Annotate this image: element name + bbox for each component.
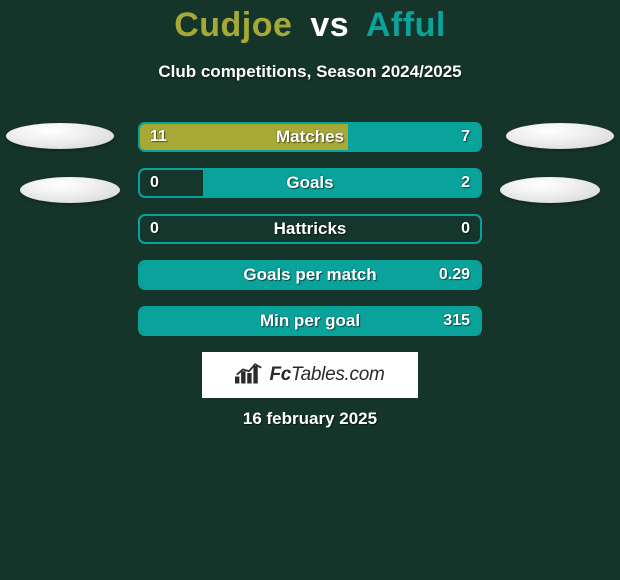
value-player2: 0.29 [439,262,470,288]
stat-row: 117Matches [138,122,482,152]
fill-player1 [140,124,348,150]
fill-player2 [140,308,480,334]
avatar-placeholder-right [506,123,614,149]
fill-player2 [140,262,480,288]
avatar-placeholder-left [20,177,120,203]
bars-icon [235,362,263,389]
avatar-placeholder-right [500,177,600,203]
stat-label: Hattricks [140,216,480,242]
value-player2: 2 [461,170,470,196]
stat-row: 0 0Hattricks [138,214,482,244]
stat-row: 0.29Goals per match [138,260,482,290]
watermark: FcTables.com [202,352,418,398]
value-player2: 0 [461,216,470,242]
avatar-placeholder-left [6,123,114,149]
headline: Cudjoe vs Afful [0,6,620,45]
fill-player2 [203,170,480,196]
value-player2: 7 [461,124,470,150]
value-player2: 315 [443,308,470,334]
value-player1: 0 [150,216,159,242]
stat-row: 315Min per goal [138,306,482,336]
value-player1: 11 [150,124,167,150]
subtitle: Club competitions, Season 2024/2025 [0,62,620,82]
comparison-infographic: Cudjoe vs Afful Club competitions, Seaso… [0,0,620,580]
stat-row: 02Goals [138,168,482,198]
date-label: 16 february 2025 [0,409,620,429]
player1-name: Cudjoe [174,6,292,44]
watermark-bold: Fc [269,364,291,385]
watermark-rest: Tables.com [291,364,384,385]
player2-name: Afful [366,6,446,44]
value-player1: 0 [150,170,159,196]
watermark-text: FcTables.com [269,364,384,386]
vs-separator: vs [310,6,349,44]
